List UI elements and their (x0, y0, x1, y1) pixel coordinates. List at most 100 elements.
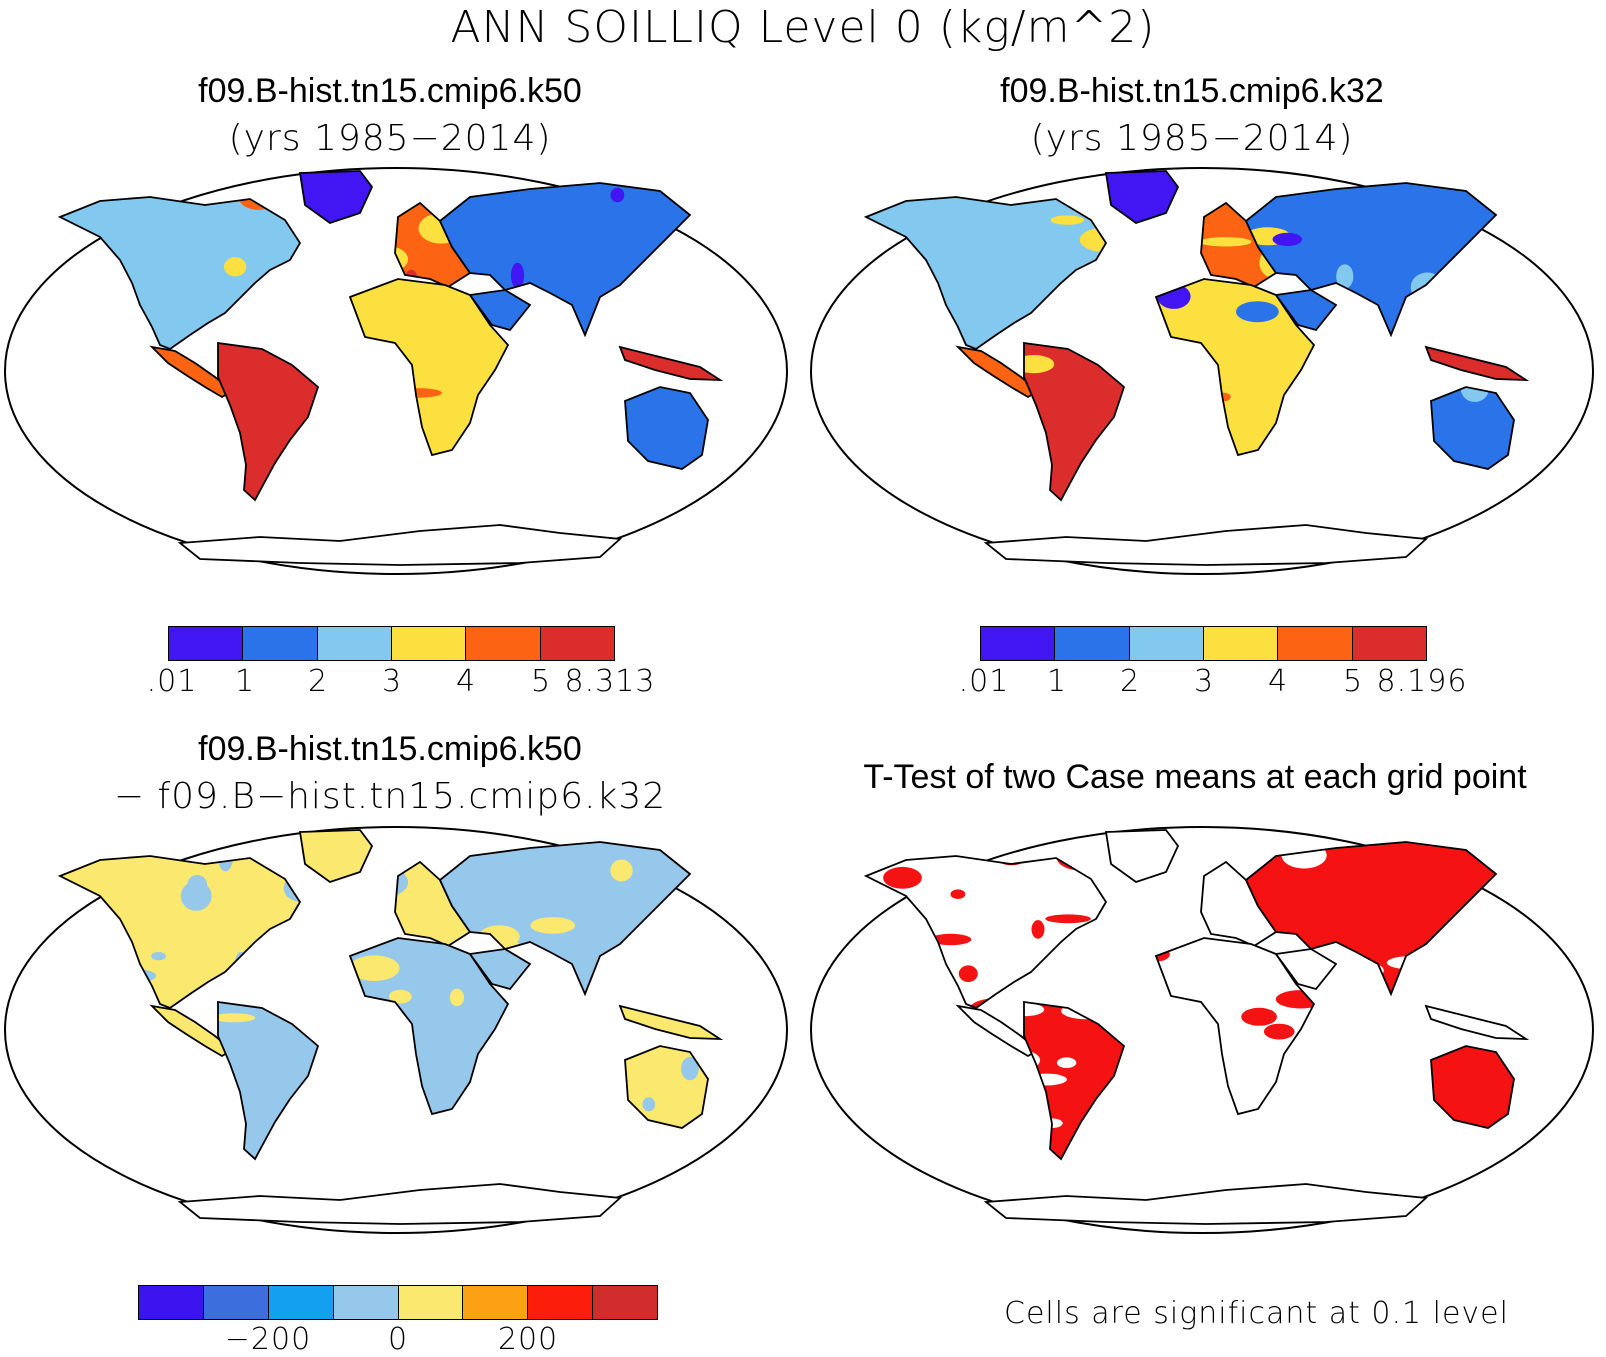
coastline (983, 524, 1429, 566)
field-patch (822, 466, 838, 491)
colorbar-swatch (268, 1286, 334, 1319)
field-patch (56, 493, 69, 518)
field-patch (881, 1222, 920, 1238)
field-patch (0, 1169, 18, 1191)
field-patch (1503, 217, 1540, 236)
field-patch (87, 165, 124, 174)
field-patch (811, 445, 844, 477)
figure-title: ANN SOILLIQ Level 0 (kg/m^2) (450, 2, 1156, 53)
field-patch (1325, 824, 1364, 837)
field-patch (1450, 544, 1472, 569)
field-patch (1409, 557, 1423, 569)
field-patch (0, 1214, 29, 1242)
field-patch (806, 452, 831, 483)
significance-note: Cells are significant at 0.1 level (1004, 1296, 1509, 1331)
coastline (863, 196, 1108, 351)
land-au (1431, 1046, 1514, 1128)
field-patch (1588, 264, 1598, 293)
field-patch (981, 824, 1029, 836)
field-patch (0, 214, 28, 223)
land-ca (958, 1006, 1038, 1056)
field-patch (1415, 1208, 1456, 1239)
land-gl (1106, 171, 1178, 223)
field-patch (698, 557, 746, 567)
coastline (1023, 1000, 1126, 1161)
field-patch (18, 178, 44, 202)
field-patch (389, 989, 412, 1004)
colorbar-tick-label: .01 (146, 664, 198, 699)
land-gl (300, 171, 372, 223)
colorbar-swatch (981, 627, 1056, 660)
land-eu (395, 203, 470, 287)
field-patch (1454, 183, 1471, 186)
field-patch (771, 214, 792, 226)
field-patch (806, 536, 829, 555)
coastline (1424, 1004, 1530, 1041)
field-patch (818, 262, 842, 292)
colorbar-swatch (243, 627, 318, 660)
map-top-right (806, 167, 1598, 584)
colorbar-tick-label: 1 (234, 664, 256, 699)
field-patch (1397, 562, 1429, 584)
field-patch (1516, 231, 1546, 248)
field-patch (806, 1190, 842, 1221)
field-patch (449, 988, 464, 1007)
field-patch (217, 856, 234, 872)
field-patch (826, 824, 869, 831)
field-patch (714, 857, 755, 889)
field-patch (1272, 232, 1303, 246)
field-patch (1367, 830, 1388, 839)
land-eu (1201, 862, 1276, 946)
land-sa (218, 1002, 318, 1159)
field-patch (1425, 558, 1472, 571)
field-patch (1524, 1210, 1540, 1236)
coastline (1023, 341, 1126, 502)
field-patch (812, 1213, 844, 1228)
field-patch (86, 528, 123, 544)
field-patch (21, 1209, 35, 1218)
field-patch (530, 917, 575, 934)
field-patch (164, 831, 207, 842)
field-patch (1236, 301, 1279, 323)
field-patch (739, 180, 775, 211)
field-patch (38, 572, 66, 583)
coastline (298, 170, 374, 224)
field-patch (806, 522, 837, 541)
field-patch (1552, 240, 1567, 262)
field-patch (889, 176, 938, 185)
colorbar-swatch (398, 1286, 464, 1319)
coastline (618, 345, 724, 382)
field-patch (610, 859, 633, 882)
field-patch (1515, 194, 1543, 207)
field-patch (1, 439, 29, 456)
land-ar (1276, 949, 1336, 989)
colorbar-tick-label: 200 (497, 1322, 559, 1357)
coastline (1430, 386, 1515, 470)
field-patch (11, 1120, 34, 1147)
field-patch (26, 487, 39, 497)
field-patch (806, 863, 826, 890)
field-patch (842, 1231, 887, 1242)
field-patch (350, 955, 400, 981)
field-patch (730, 1188, 755, 1204)
field-patch (581, 567, 597, 583)
field-patch (0, 186, 32, 197)
field-patch (1538, 547, 1555, 565)
field-patch (809, 1163, 844, 1189)
field-patch (1561, 1124, 1598, 1134)
colorbar-top-right (980, 626, 1427, 661)
coastline (348, 278, 510, 457)
field-patch (642, 1097, 656, 1112)
field-patch (70, 849, 85, 868)
field-patch (842, 526, 866, 544)
colorbar-tick-label: −200 (224, 1322, 312, 1357)
field-patch (753, 492, 784, 510)
field-patch (659, 1186, 695, 1211)
land-ar (470, 290, 530, 330)
field-patch (883, 866, 922, 889)
field-patch (1506, 1191, 1520, 1202)
field-patch (69, 1200, 84, 1215)
land-id (620, 347, 720, 380)
colorbar-swatch (1203, 627, 1279, 660)
field-patch (806, 890, 826, 902)
